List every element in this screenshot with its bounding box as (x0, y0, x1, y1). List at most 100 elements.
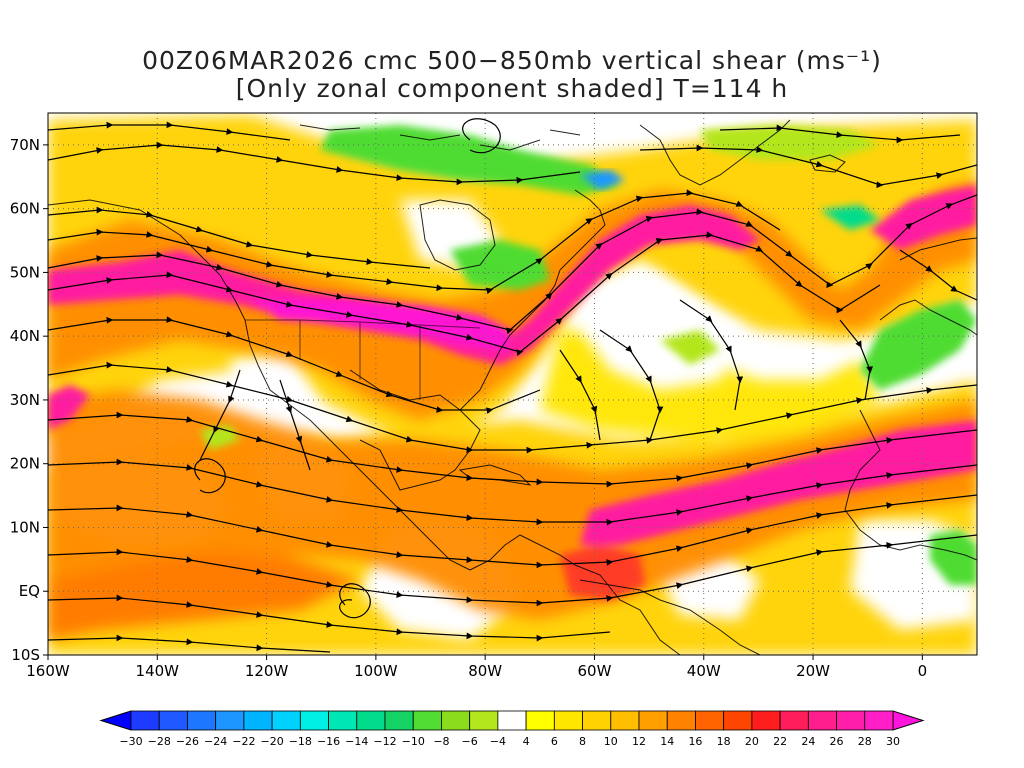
colorbar-swatch (836, 710, 866, 731)
streamline (199, 369, 241, 461)
colorbar-label: −14 (345, 735, 368, 748)
colorbar-swatch (441, 710, 471, 731)
colorbar-swatch (610, 710, 640, 731)
colorbar: −30 −28 −26 −24 −22 −20 −18 −16 −14 −12 −10 −8 −6 −4 4… (99, 710, 925, 748)
colorbar-label: 12 (632, 735, 646, 748)
colorbar-swatch (638, 710, 668, 731)
streamline (719, 124, 961, 144)
streamline (899, 249, 977, 301)
colorbar-swatch (807, 710, 837, 731)
streamline (48, 206, 431, 269)
lon-tick-label: 140W (136, 662, 180, 680)
colorbar-swatch (779, 710, 809, 731)
lat-tick-label: 20N (10, 455, 40, 473)
colorbar-label: −6 (462, 735, 478, 748)
colorbar-swatch (328, 710, 358, 731)
streamline (639, 144, 977, 189)
lon-tick-label: 160W (26, 662, 70, 680)
colorbar-label: 14 (660, 735, 674, 748)
colorbar-swatch (666, 710, 696, 731)
colorbar-label: 4 (523, 735, 530, 748)
map-frame (47, 112, 978, 656)
colorbar-label: −10 (402, 735, 425, 748)
colorbar-label: 20 (745, 735, 759, 748)
lon-tick-label: 40W (687, 662, 721, 680)
colorbar-label: 22 (773, 735, 787, 748)
colorbar-swatch (130, 710, 160, 731)
streamline (279, 379, 311, 471)
lon-tick-label: 120W (245, 662, 289, 680)
latitude-labels: 70N 60N 50N 40N 30N 20N 10N EQ 10S (10, 136, 40, 664)
streamline (48, 634, 331, 653)
lon-tick-label: 100W (354, 662, 398, 680)
colorbar-swatch (525, 710, 555, 731)
colorbar-swatch (695, 710, 725, 731)
lat-tick-label: 60N (10, 200, 40, 218)
streamline (679, 299, 744, 411)
colorbar-arrow-left (99, 710, 132, 731)
lat-tick-label: 50N (10, 263, 40, 281)
streamline (48, 121, 291, 141)
colorbar-swatch (553, 710, 583, 731)
streamline (559, 349, 601, 441)
colorbar-label: −22 (232, 735, 255, 748)
lat-tick-label: 40N (10, 327, 40, 345)
colorbar-label: −12 (373, 735, 396, 748)
colorbar-label: 24 (801, 735, 815, 748)
shading-green-westafrica (930, 530, 977, 585)
colorbar-swatch (158, 710, 188, 731)
streamline (839, 319, 873, 401)
colorbar-swatch (384, 710, 414, 731)
streamline (48, 141, 581, 186)
shading-blue-baffin (580, 170, 625, 190)
streamline (462, 118, 501, 154)
coast-arctic-islands (299, 124, 581, 151)
colorbar-swatch (187, 710, 217, 731)
colorbar-label: −26 (176, 735, 199, 748)
lat-tick-label: 10N (10, 518, 40, 536)
colorbar-arrow-right (892, 710, 925, 731)
colorbar-swatch (751, 710, 781, 731)
colorbar-label: −28 (148, 735, 171, 748)
colorbar-label: 16 (688, 735, 702, 748)
colorbar-swatch (356, 710, 386, 731)
colorbar-label: −18 (289, 735, 312, 748)
colorbar-swatch (215, 710, 245, 731)
colorbar-label: −24 (204, 735, 227, 748)
colorbar-label: −4 (490, 735, 506, 748)
colorbar-label: 26 (830, 735, 844, 748)
shear-streamlines (48, 118, 977, 653)
lon-tick-label: 80W (468, 662, 502, 680)
map-title-line-1: 00Z06MAR2026 cmc 500−850mb vertical shea… (142, 46, 882, 75)
colorbar-label: 28 (858, 735, 872, 748)
colorbar-swatch (469, 710, 499, 731)
lat-tick-label: 70N (10, 136, 40, 154)
lon-tick-label: 20W (796, 662, 830, 680)
axis-ticks (43, 144, 923, 660)
colorbar-swatch (723, 710, 753, 731)
streamline (339, 583, 371, 619)
lat-tick-label: 30N (10, 391, 40, 409)
colorbar-label: −20 (261, 735, 284, 748)
streamline (48, 594, 611, 642)
colorbar-label: 10 (604, 735, 618, 748)
colorbar-label: −16 (317, 735, 340, 748)
colorbar-swatch (299, 710, 329, 731)
colorbar-label: 8 (579, 735, 586, 748)
lat-tick-label: EQ (19, 582, 40, 600)
colorbar-swatch (243, 710, 273, 731)
colorbar-swatch (271, 710, 301, 731)
streamline (194, 458, 226, 494)
colorbar-swatch (864, 710, 894, 731)
colorbar-label: 6 (551, 735, 558, 748)
colorbar-swatch (497, 710, 527, 731)
lon-tick-label: 0 (918, 662, 928, 680)
colorbar-label: −30 (119, 735, 142, 748)
map-plot-area (48, 113, 977, 655)
colorbar-label: 18 (717, 735, 731, 748)
colorbar-swatch (582, 710, 612, 731)
streamline (599, 329, 664, 441)
colorbar-label: −8 (433, 735, 449, 748)
longitude-labels: 160W 140W 120W 100W 80W 60W 40W 20W 0 (26, 662, 927, 680)
